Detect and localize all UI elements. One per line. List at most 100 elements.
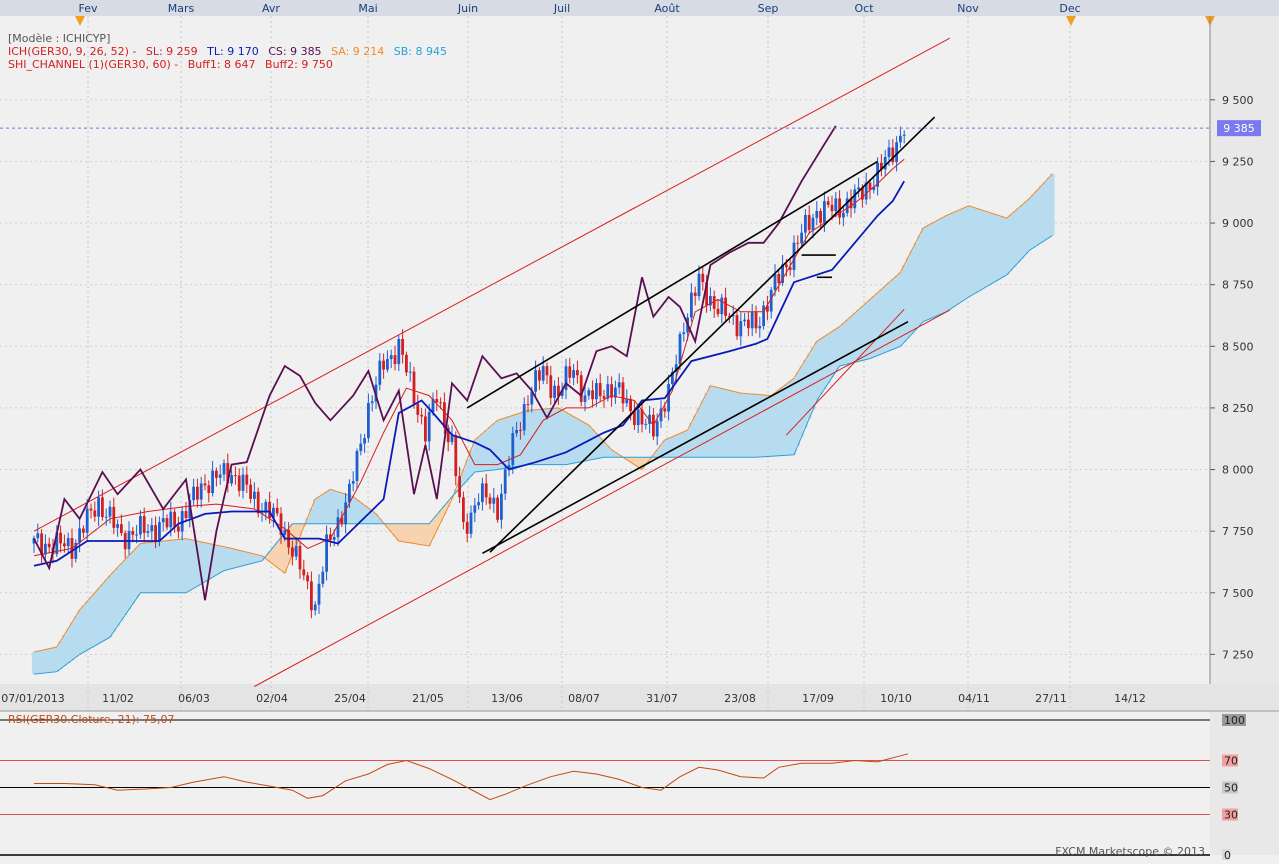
candle xyxy=(526,395,530,413)
rsi-axis-bar xyxy=(1210,711,1279,855)
candle xyxy=(245,466,249,494)
candle-body xyxy=(731,315,735,317)
candle xyxy=(302,559,306,581)
candle xyxy=(298,540,302,579)
candle-body xyxy=(355,451,359,481)
candle-body xyxy=(382,360,385,370)
candle-body xyxy=(720,297,724,315)
candle xyxy=(237,468,241,497)
candle-body xyxy=(781,264,784,284)
candle-body xyxy=(895,142,898,163)
candle xyxy=(313,601,317,616)
candle-body xyxy=(184,511,188,519)
candle xyxy=(880,153,883,177)
candle xyxy=(515,421,518,437)
month-label: Juin xyxy=(457,2,478,15)
candle xyxy=(579,370,583,407)
candle-body xyxy=(853,189,857,209)
candle xyxy=(545,362,549,385)
candle-body xyxy=(85,508,89,533)
month-label: Sep xyxy=(758,2,779,15)
candle-body xyxy=(515,429,518,434)
candle-body xyxy=(142,516,146,533)
candle xyxy=(747,311,750,337)
candle-body xyxy=(180,511,184,532)
candle-body xyxy=(215,470,218,478)
tenkan-line xyxy=(33,180,905,567)
candle-body xyxy=(332,537,336,540)
candle xyxy=(275,498,279,517)
date-axis-label: 25/04 xyxy=(334,692,366,705)
candle-body xyxy=(329,534,332,540)
candle xyxy=(838,190,841,225)
candle-body xyxy=(294,545,298,557)
candle-body xyxy=(253,491,256,499)
trend-line xyxy=(489,116,936,553)
candle xyxy=(336,509,340,547)
candle-body xyxy=(363,438,366,444)
warning-marker-icon xyxy=(75,16,85,26)
candle-body xyxy=(788,267,792,270)
candle-body xyxy=(135,534,138,536)
date-axis-label: 04/11 xyxy=(958,692,990,705)
candle-body xyxy=(336,517,340,538)
date-axis-label: 14/12 xyxy=(1114,692,1146,705)
candle xyxy=(587,387,591,400)
legend-buff2: Buff2: 9 750 xyxy=(265,58,333,71)
candle-body xyxy=(268,501,271,519)
candle xyxy=(203,474,207,491)
candle-body xyxy=(568,366,572,378)
candle xyxy=(617,373,621,395)
candle xyxy=(161,508,165,532)
chikou-span-line xyxy=(33,125,837,601)
candle-body xyxy=(211,470,214,494)
candle-body xyxy=(131,531,135,535)
candle xyxy=(355,448,359,490)
candle-body xyxy=(735,315,739,337)
candle-body xyxy=(682,332,686,335)
candle-body xyxy=(503,469,507,494)
candle-body xyxy=(146,531,150,533)
candle xyxy=(165,514,169,531)
candle xyxy=(488,493,492,510)
candle xyxy=(557,376,560,405)
candle-body xyxy=(842,212,845,218)
candle-body xyxy=(359,443,363,452)
candle xyxy=(845,191,849,217)
candle-body xyxy=(47,543,51,548)
candle xyxy=(408,361,412,382)
candle-body xyxy=(629,398,632,412)
candle xyxy=(325,525,328,581)
candle-body xyxy=(534,370,537,392)
candle xyxy=(97,490,100,526)
rsi-level-label: 0 xyxy=(1224,849,1231,860)
trend-line xyxy=(482,320,909,555)
legend-buff1: Buff1: 8 647 xyxy=(187,58,256,71)
candle-body xyxy=(93,510,97,517)
candle xyxy=(393,345,397,371)
candle-body xyxy=(192,486,195,501)
candle xyxy=(595,378,598,407)
candle xyxy=(389,349,393,369)
candle-body xyxy=(458,476,461,498)
candle-body xyxy=(659,408,663,422)
candle xyxy=(397,335,401,372)
rsi-level-label: 30 xyxy=(1224,809,1238,822)
candle-body xyxy=(108,506,112,517)
candle xyxy=(492,487,496,513)
candle xyxy=(146,523,150,538)
candle xyxy=(496,494,499,523)
candle-body xyxy=(63,543,66,547)
candle-body xyxy=(40,533,43,555)
candle-body xyxy=(344,502,347,525)
candle xyxy=(815,201,819,226)
legend-sl: SL: 9 259 xyxy=(145,45,198,58)
price-axis-label: 8 250 xyxy=(1222,402,1254,415)
candle-body xyxy=(640,409,644,425)
candle xyxy=(207,480,211,503)
candle-body xyxy=(522,404,526,431)
candle-body xyxy=(602,396,606,399)
candle xyxy=(735,310,739,340)
candle-body xyxy=(583,395,587,402)
